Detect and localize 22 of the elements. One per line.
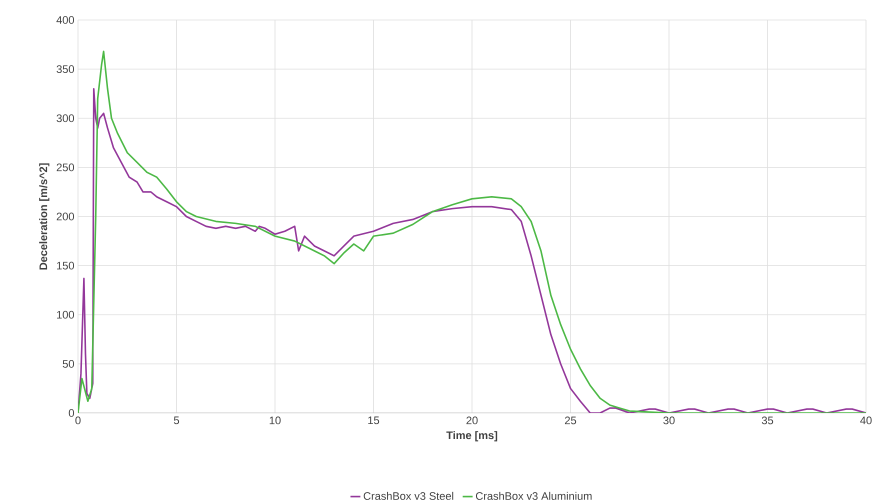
x-tick-label: 0 xyxy=(75,416,81,424)
y-tick-label: 50 xyxy=(62,360,74,368)
x-tick-label: 5 xyxy=(174,416,180,424)
legend-label: CrashBox v3 Aluminium xyxy=(476,492,592,500)
legend-label: CrashBox v3 Steel xyxy=(364,492,454,500)
y-axis-title: Deceleration [m/s^2] xyxy=(39,163,50,270)
y-tick-label: 150 xyxy=(57,262,74,270)
y-tick-label: 400 xyxy=(56,16,74,24)
x-tick-label: 10 xyxy=(270,416,281,424)
x-tick-label: 25 xyxy=(564,416,576,424)
y-tick-label: 200 xyxy=(56,212,74,220)
y-tick-label: 250 xyxy=(56,164,74,172)
y-tick-label: 0 xyxy=(68,409,74,417)
x-axis-title: Time [ms] xyxy=(446,431,498,442)
x-tick-label: 35 xyxy=(762,416,774,424)
x-tick-label: 30 xyxy=(663,416,675,424)
y-tick-label: 350 xyxy=(56,65,74,74)
y-tick-label: 300 xyxy=(56,114,74,122)
x-tick-label: 20 xyxy=(466,416,478,424)
y-tick-label: 100 xyxy=(57,310,74,319)
x-tick-label: 15 xyxy=(368,416,380,424)
x-tick-label: 40 xyxy=(860,416,872,424)
